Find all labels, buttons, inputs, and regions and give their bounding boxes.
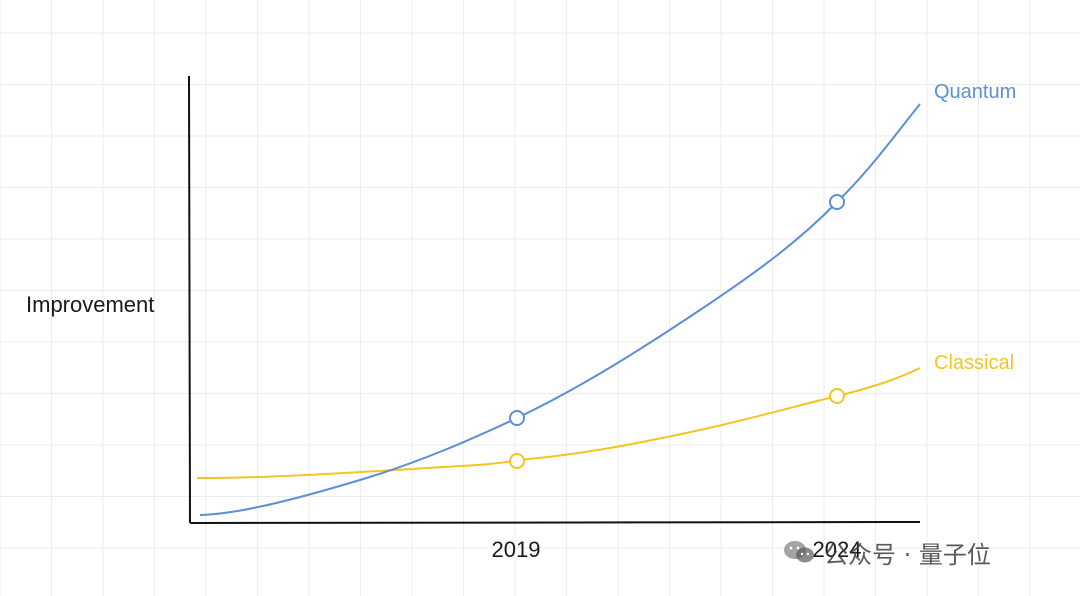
watermark-text: 公众号 · 量子位 (824, 540, 991, 569)
x-axis (189, 521, 921, 524)
series-point-quantum-2024 (829, 194, 845, 210)
series-label-quantum: Quantum (934, 81, 1016, 103)
watermark: 公众号 · 量子位 (782, 532, 991, 572)
y-axis (188, 75, 191, 524)
x-tick-2024: 2024 (813, 537, 862, 562)
series-point-classical-2024 (829, 388, 845, 404)
y-axis-label: Improvement (26, 292, 154, 317)
series-point-classical-2019 (509, 453, 525, 469)
wechat-icon (784, 541, 814, 563)
series-line-quantum (199, 103, 921, 516)
series-line-classical (196, 367, 921, 479)
series-point-quantum-2019 (509, 410, 525, 426)
series-label-classical: Classical (934, 352, 1014, 374)
x-tick-2019: 2019 (492, 537, 541, 562)
